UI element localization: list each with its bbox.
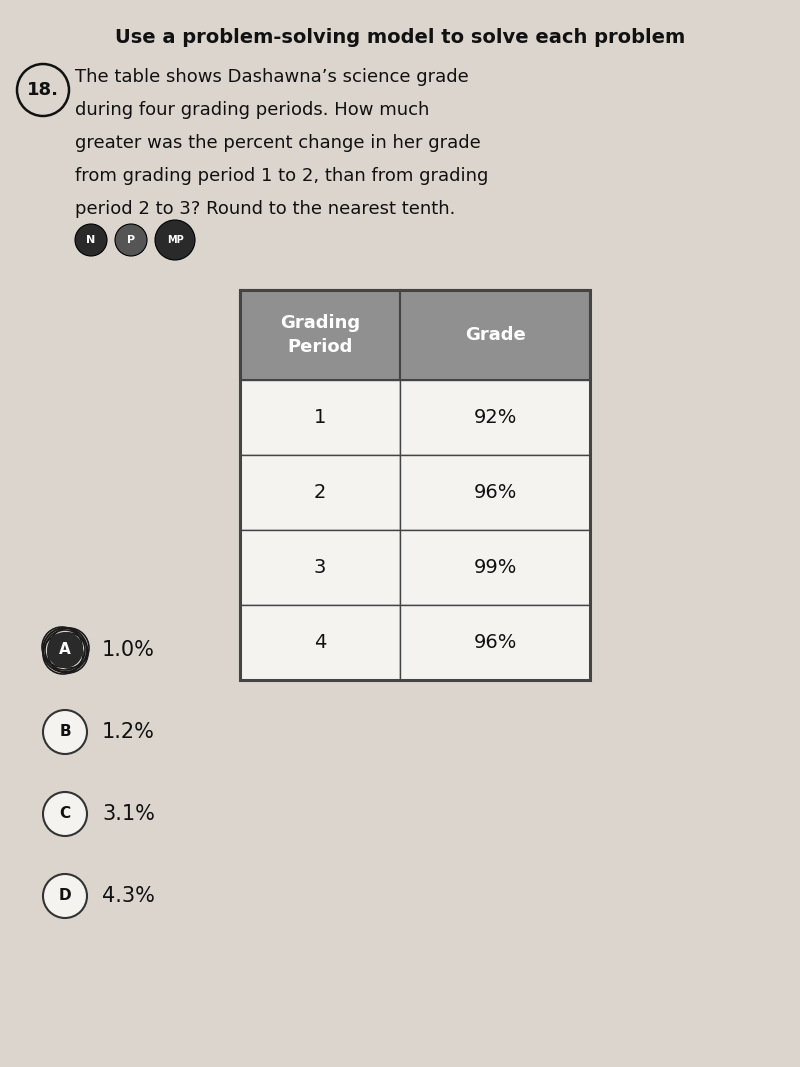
Text: 18.: 18.	[27, 81, 59, 99]
Text: P: P	[127, 235, 135, 245]
Text: 4: 4	[314, 633, 326, 652]
Text: The table shows Dashawna’s science grade: The table shows Dashawna’s science grade	[75, 68, 469, 86]
Bar	[240, 290, 590, 680]
Text: 3: 3	[314, 558, 326, 577]
Text: 4.3%: 4.3%	[102, 886, 155, 906]
Bar	[400, 530, 590, 605]
Text: 96%: 96%	[474, 483, 517, 501]
Text: Grading
Period: Grading Period	[280, 314, 360, 355]
Bar	[240, 530, 400, 605]
Circle shape	[155, 220, 195, 260]
Bar	[400, 290, 590, 380]
Text: Grade: Grade	[465, 327, 526, 344]
Text: period 2 to 3? Round to the nearest tenth.: period 2 to 3? Round to the nearest tent…	[75, 200, 455, 218]
Circle shape	[47, 632, 83, 668]
Circle shape	[75, 224, 107, 256]
Text: MP: MP	[166, 235, 183, 245]
Circle shape	[43, 792, 87, 837]
Text: C: C	[59, 807, 70, 822]
Bar	[400, 380, 590, 455]
Text: greater was the percent change in her grade: greater was the percent change in her gr…	[75, 134, 481, 152]
Text: A: A	[59, 642, 71, 657]
Bar	[240, 605, 400, 680]
Text: Use a problem-solving model to solve each problem: Use a problem-solving model to solve eac…	[115, 28, 685, 47]
Text: N: N	[86, 235, 96, 245]
Text: 1.0%: 1.0%	[102, 640, 155, 660]
Text: D: D	[58, 889, 71, 904]
Text: B: B	[59, 724, 71, 739]
Circle shape	[43, 874, 87, 918]
Text: 3.1%: 3.1%	[102, 805, 155, 824]
Bar	[400, 455, 590, 530]
Bar	[240, 290, 400, 380]
Text: 2: 2	[314, 483, 326, 501]
Text: 99%: 99%	[474, 558, 517, 577]
Bar	[240, 380, 400, 455]
Text: 96%: 96%	[474, 633, 517, 652]
Text: 92%: 92%	[474, 408, 517, 427]
Circle shape	[115, 224, 147, 256]
Bar	[400, 605, 590, 680]
Bar	[240, 455, 400, 530]
Text: 1.2%: 1.2%	[102, 722, 155, 742]
Text: 1: 1	[314, 408, 326, 427]
Text: from grading period 1 to 2, than from grading: from grading period 1 to 2, than from gr…	[75, 168, 488, 185]
Circle shape	[43, 710, 87, 754]
Text: during four grading periods. How much: during four grading periods. How much	[75, 101, 430, 120]
